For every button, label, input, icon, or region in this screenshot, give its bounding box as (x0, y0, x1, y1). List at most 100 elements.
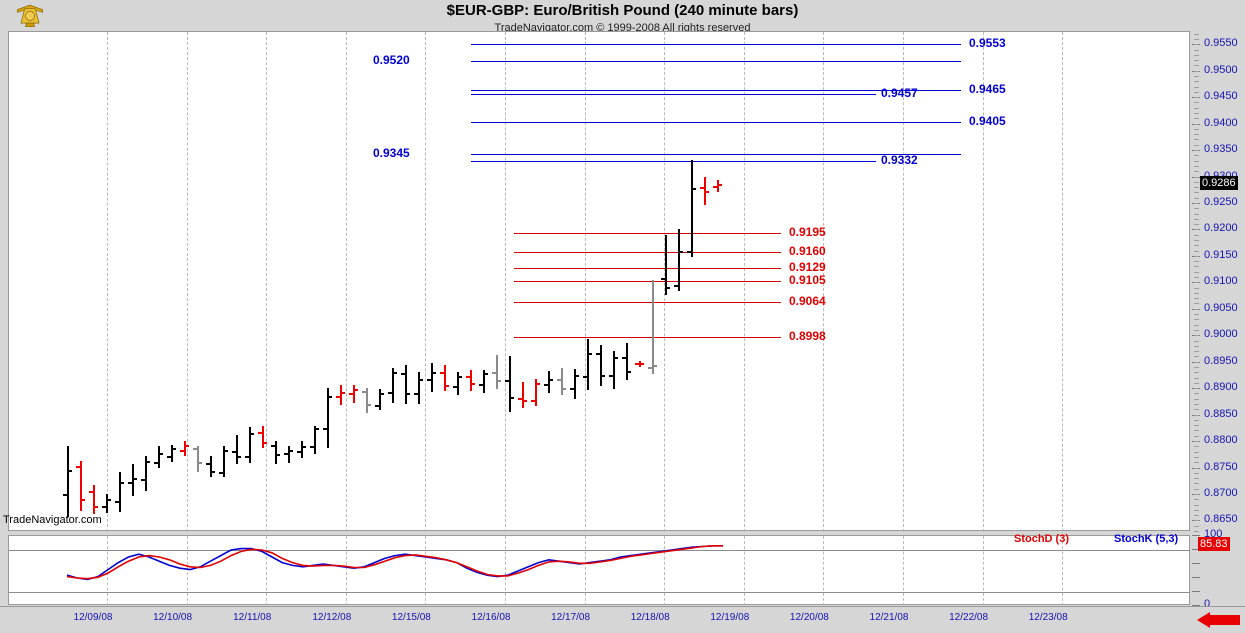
price-axis-minor-tick (1194, 176, 1199, 178)
ohlc-bar-close-tick (380, 393, 384, 396)
price-axis-minor-tick (1194, 382, 1199, 384)
ohlc-bar-open-tick (154, 462, 158, 465)
resistance-label: 0.9520 (373, 53, 410, 68)
price-axis-tick: 0.9250 (1204, 195, 1238, 208)
ohlc-bar-range (392, 368, 394, 403)
price-axis-minor-tick (1194, 134, 1199, 136)
grid-line-vertical (903, 32, 904, 532)
price-axis-minor-tick (1194, 340, 1199, 342)
ohlc-bar-range (587, 339, 589, 391)
price-axis-minor-tick (1194, 102, 1199, 104)
grid-line-vertical (823, 536, 825, 606)
chart-header: $EUR-GBP: Euro/British Pound (240 minute… (0, 0, 1245, 34)
grid-line-vertical (584, 32, 586, 532)
ohlc-bar (89, 485, 98, 514)
grid-line-vertical (664, 536, 666, 606)
price-axis-minor-tick (1194, 245, 1199, 247)
ohlc-bar-open-tick (115, 501, 119, 504)
price-axis-minor-tick (1194, 478, 1199, 480)
ohlc-bar-range (379, 389, 381, 411)
ohlc-bar (609, 351, 618, 390)
ohlc-bar (128, 464, 137, 496)
stochastic-axis-tickmark (1192, 577, 1200, 578)
ohlc-bar-open-tick (89, 490, 93, 493)
ohlc-bar-close-tick (601, 375, 605, 378)
ohlc-bar-close-tick (419, 378, 423, 381)
ohlc-bar (414, 372, 423, 404)
ohlc-bar (440, 364, 449, 392)
support-line (514, 251, 781, 253)
price-axis-minor-tick (1194, 128, 1199, 130)
support-label: 0.9195 (789, 225, 826, 240)
ohlc-bar-close-tick (237, 455, 241, 458)
ohlc-bar-close-tick (224, 449, 228, 452)
ohlc-bar-range (483, 370, 485, 394)
resistance-label: 0.9345 (373, 145, 410, 160)
price-axis-minor-tick (1194, 54, 1199, 56)
ohlc-bar-range (457, 372, 459, 396)
price-axis-minor-tick (1194, 303, 1199, 305)
stochastic-plot (66, 545, 723, 581)
stochastic-axis-tick: 0 (1204, 598, 1211, 610)
ohlc-bar-close-tick (471, 382, 475, 385)
ohlc-bar-close-tick (562, 388, 566, 391)
price-axis-minor-tick (1194, 107, 1199, 109)
ohlc-bar-close-tick (211, 470, 215, 473)
price-axis-tick: 0.8900 (1204, 381, 1238, 394)
ohlc-bar-open-tick (193, 448, 197, 451)
ohlc-bar-range (353, 384, 355, 403)
price-axis[interactable]: 0.95500.95000.94500.94000.93500.93000.92… (1190, 31, 1245, 610)
ohlc-bar (362, 388, 371, 414)
ohlc-bar-open-tick (505, 379, 509, 382)
grid-line-vertical (505, 32, 506, 532)
price-axis-tick: 0.8750 (1204, 460, 1238, 473)
ohlc-bar (635, 360, 644, 367)
ohlc-bar-close-tick (510, 396, 514, 399)
ohlc-bar-close-tick (536, 382, 540, 385)
ohlc-bar (401, 364, 410, 404)
support-label: 0.9129 (789, 259, 826, 274)
ohlc-bar-close-tick (263, 442, 267, 445)
ohlc-bar-range (418, 372, 420, 404)
ohlc-bar (323, 388, 332, 449)
price-axis-tick: 0.9150 (1204, 248, 1238, 261)
ohlc-bar-close-tick (549, 378, 553, 381)
price-axis-minor-tick (1194, 165, 1199, 167)
ohlc-bar-close-tick (627, 371, 631, 374)
grid-line-vertical (743, 32, 745, 532)
ohlc-bar-open-tick (141, 479, 145, 482)
price-axis-minor-tick (1194, 33, 1199, 35)
grid-line-vertical (903, 536, 904, 606)
grid-line-vertical (1062, 536, 1064, 606)
stochastic-series-line (66, 545, 723, 581)
ohlc-bar-close-tick (718, 183, 722, 186)
price-axis-minor-tick (1194, 483, 1199, 485)
price-axis-minor-tick (1194, 192, 1199, 194)
ohlc-bar-open-tick (674, 285, 678, 288)
ohlc-bar (232, 434, 241, 465)
grid-line-vertical (505, 536, 506, 606)
price-axis-minor-tick (1194, 250, 1199, 252)
price-axis-tick: 0.8950 (1204, 354, 1238, 367)
ohlc-bar-open-tick (518, 397, 522, 400)
ohlc-bar-range (262, 426, 264, 449)
date-axis-tick: 12/21/08 (869, 612, 909, 623)
grid-line-vertical (186, 536, 188, 606)
ohlc-bar-open-tick (557, 378, 561, 381)
stochastic-pane[interactable] (8, 535, 1191, 606)
date-axis[interactable]: 12/09/08 12/10/08 12/11/08 12/12/08 12/15/08… (0, 606, 1245, 632)
price-axis-minor-tick (1194, 255, 1199, 257)
ohlc-bar-range (301, 441, 303, 458)
price-axis-minor-tick (1194, 261, 1199, 263)
ohlc-bar (505, 356, 514, 413)
ohlc-bar-close-tick (679, 250, 683, 253)
ohlc-bar-range (132, 464, 134, 496)
support-label: 0.9105 (789, 272, 826, 287)
ohlc-bar-open-tick (323, 428, 327, 431)
grid-line-vertical (664, 32, 666, 532)
price-axis-minor-tick (1194, 218, 1199, 220)
price-axis-minor-tick (1194, 65, 1199, 67)
price-chart-pane[interactable]: 0.9553 0.9520 0.9465 0.9457 0.9405 0.9345 0.93… (8, 31, 1190, 532)
ohlc-bar-range (158, 446, 160, 469)
price-axis-minor-tick (1194, 398, 1199, 400)
